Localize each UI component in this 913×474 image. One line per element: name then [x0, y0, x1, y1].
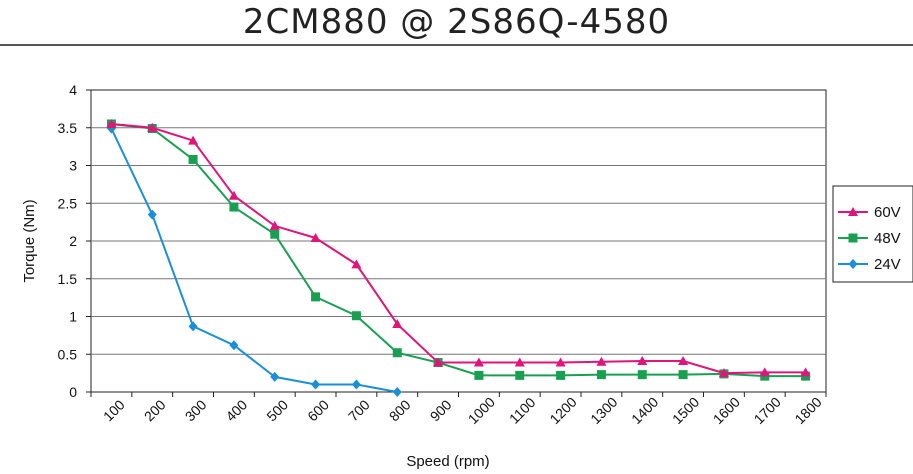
x-tick-label: 600 [304, 396, 332, 424]
legend-item-48v: 48V [838, 230, 901, 247]
data-point-triangle [188, 135, 199, 145]
y-axis-ticks: 0 0.5 1 1.5 2 2.5 3 3.5 4 [58, 82, 91, 400]
data-point-triangle [678, 356, 689, 366]
data-point-triangle [555, 357, 566, 367]
data-point-square [229, 202, 239, 212]
data-point-diamond [147, 209, 157, 220]
x-axis-ticks: 100 200 300 400 500 600 700 800 900 1000 1100 1200 1… [90, 392, 827, 427]
data-point-triangle [718, 368, 729, 378]
data-point-square [311, 292, 321, 302]
y-axis-label: Torque (Nm) [21, 199, 38, 282]
x-tick-label: 1100 [506, 394, 539, 427]
x-tick-label: 1500 [669, 394, 702, 427]
y-tick-label: 4 [69, 82, 77, 98]
data-point-square [270, 229, 280, 239]
x-tick-label: 1800 [791, 394, 824, 427]
series-line [110, 128, 398, 393]
chart-title: 2CM880 @ 2S86Q-4580 [242, 2, 671, 42]
x-tick-label: 100 [100, 396, 128, 424]
data-point-diamond [392, 387, 402, 397]
data-point-square [474, 370, 484, 380]
series-line [111, 122, 806, 378]
data-point-triangle [473, 357, 484, 367]
title-bar: 2CM880 @ 2S86Q-4580 [0, 0, 913, 46]
data-point-square [596, 370, 606, 380]
x-tick-label: 1400 [628, 394, 661, 427]
data-point-triangle [596, 356, 607, 366]
data-point-diamond [848, 259, 858, 269]
data-point-triangle [637, 356, 648, 366]
grid-lines [91, 127, 826, 355]
data-point-triangle [147, 122, 158, 132]
data-point-square [351, 311, 361, 321]
data-point-triangle [514, 357, 525, 367]
data-point-square [188, 154, 198, 164]
x-tick-label: 200 [141, 396, 169, 424]
x-tick-label: 700 [345, 396, 373, 424]
legend-item-60v: 60V [838, 204, 901, 221]
data-point-diamond [270, 371, 280, 382]
y-tick-label: 0 [69, 384, 77, 400]
y-tick-label: 0.5 [58, 346, 78, 362]
legend-label: 24V [874, 256, 901, 273]
x-tick-label: 1700 [751, 394, 784, 427]
x-axis-label: Speed (rpm) [406, 453, 489, 470]
data-point-diamond [229, 340, 239, 351]
legend-box [832, 185, 913, 283]
y-tick-label: 2.5 [58, 195, 78, 211]
data-point-square [678, 370, 688, 380]
legend-label: 60V [874, 204, 901, 221]
x-tick-label: 400 [222, 396, 250, 424]
legend-item-24v: 24V [838, 256, 901, 273]
data-point-triangle [228, 190, 239, 200]
series-60v [106, 118, 811, 378]
data-point-triangle [392, 319, 403, 329]
data-point-triangle [310, 232, 321, 242]
x-tick-label: 1300 [587, 394, 620, 427]
data-point-square [637, 370, 647, 380]
data-point-triangle [106, 118, 117, 128]
data-point-diamond [188, 321, 198, 332]
data-point-diamond [311, 379, 321, 390]
x-tick-label: 1600 [710, 394, 743, 427]
data-point-diamond [351, 379, 361, 390]
y-tick-label: 3 [69, 158, 77, 174]
data-point-square [515, 370, 525, 380]
x-tick-label: 1000 [465, 394, 498, 427]
data-point-square [556, 370, 566, 380]
series-line [111, 122, 806, 375]
series-24v [106, 123, 402, 397]
x-tick-label: 300 [182, 396, 210, 424]
data-point-triangle [800, 367, 811, 377]
x-tick-label: 500 [263, 396, 291, 424]
legend-label: 48V [874, 230, 901, 247]
data-point-square [392, 348, 402, 358]
data-point-triangle [433, 357, 444, 367]
data-point-diamond [106, 123, 116, 134]
data-point-triangle [759, 367, 770, 377]
legend: 60V 48V 24V [832, 185, 913, 283]
y-tick-label: 3.5 [58, 120, 78, 136]
data-point-triangle [848, 207, 858, 216]
data-point-triangle [269, 220, 280, 230]
y-tick-label: 2 [69, 233, 77, 249]
x-tick-label: 800 [386, 396, 414, 424]
data-point-square [848, 233, 858, 243]
y-tick-label: 1 [69, 309, 77, 325]
x-tick-label: 900 [427, 396, 455, 424]
y-tick-label: 1.5 [58, 271, 78, 287]
data-point-triangle [351, 259, 362, 269]
series-group [106, 118, 811, 397]
x-tick-label: 1200 [546, 394, 579, 427]
